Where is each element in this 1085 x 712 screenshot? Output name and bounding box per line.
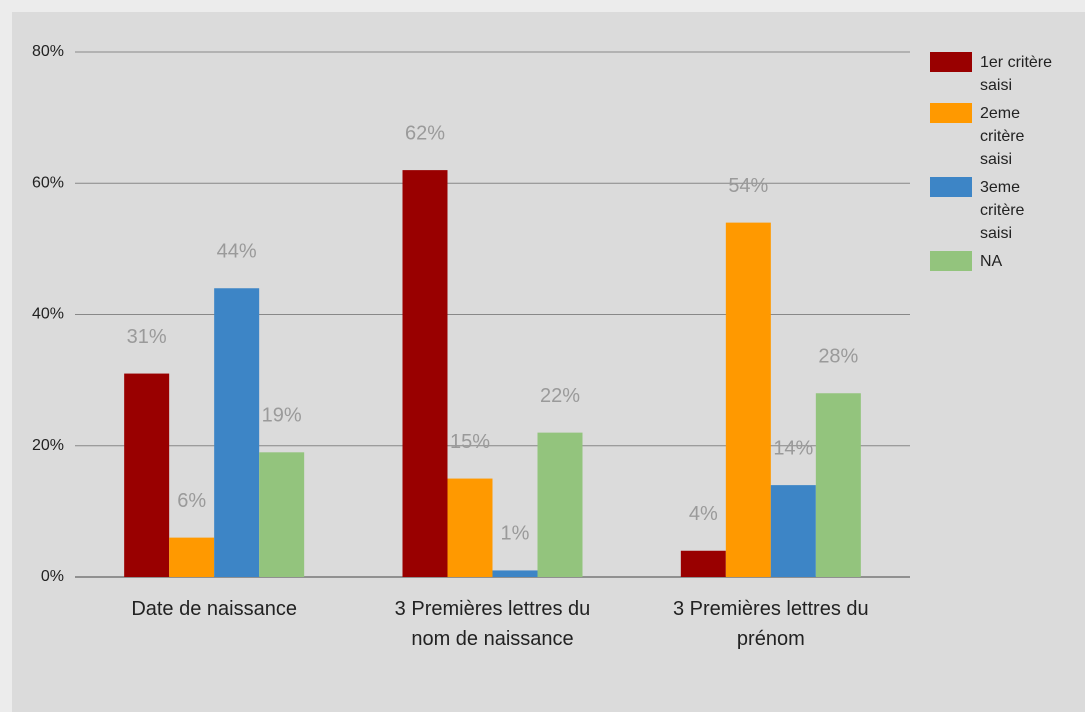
y-tick-label: 80% <box>32 43 64 60</box>
data-label: 14% <box>773 437 813 459</box>
legend-label: NA <box>980 253 1003 270</box>
x-tick-label: Date de naissance <box>131 598 297 620</box>
legend-swatch <box>930 177 972 197</box>
data-label: 6% <box>177 490 206 512</box>
legend-swatch <box>930 52 972 72</box>
legend-swatch <box>930 251 972 271</box>
y-tick-label: 60% <box>32 174 64 191</box>
data-label: 15% <box>450 431 490 453</box>
data-label: 54% <box>728 175 768 197</box>
legend-label: 3eme critère saisi <box>980 179 1025 242</box>
data-label: 31% <box>127 326 167 348</box>
bar <box>815 393 861 577</box>
y-tick-label: 20% <box>32 437 64 454</box>
bar <box>124 373 170 577</box>
x-tick-label: 3 Premières lettres du prénom <box>673 598 869 650</box>
y-tick-label: 40% <box>32 306 64 323</box>
chart-background <box>12 12 1085 712</box>
legend-label: 2eme critère saisi <box>980 105 1025 168</box>
bar <box>259 452 305 577</box>
bar <box>402 170 448 577</box>
data-label: 1% <box>501 523 530 545</box>
data-label: 44% <box>217 241 257 263</box>
x-tick-label: 3 Premières lettres du nom de naissance <box>394 598 591 650</box>
data-label: 4% <box>689 503 718 525</box>
bar <box>169 537 215 577</box>
bar <box>680 550 726 577</box>
bar <box>770 485 816 577</box>
data-label: 62% <box>405 122 445 144</box>
legend-swatch <box>930 103 972 123</box>
bar <box>447 478 493 577</box>
bar <box>492 570 538 577</box>
legend-label: 1er critère saisi <box>980 54 1053 94</box>
data-label: 22% <box>540 385 580 407</box>
data-label: 28% <box>818 346 858 368</box>
y-tick-label: 0% <box>41 568 64 585</box>
bar <box>725 222 771 577</box>
bar <box>214 288 260 577</box>
data-label: 19% <box>262 405 302 427</box>
bar <box>537 432 583 577</box>
